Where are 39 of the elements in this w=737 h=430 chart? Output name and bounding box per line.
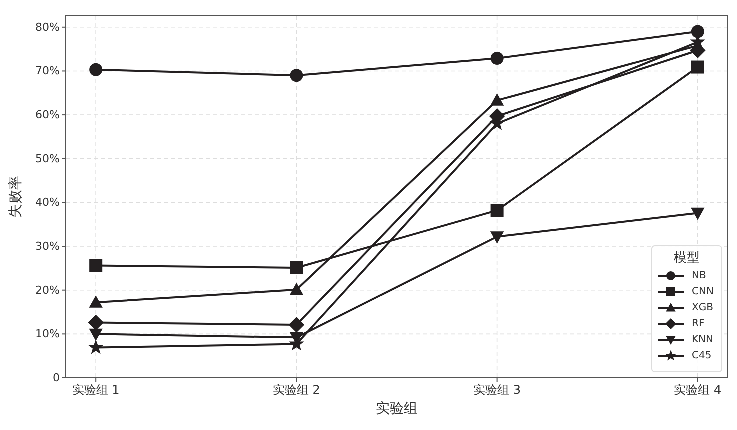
point bbox=[290, 262, 304, 274]
point bbox=[88, 315, 104, 330]
y-tick-label: 80% bbox=[36, 20, 60, 34]
y-tick-label: 30% bbox=[36, 240, 60, 254]
y-tick-label: 20% bbox=[36, 284, 60, 297]
y-tick-label: 70% bbox=[36, 64, 60, 78]
x-tick-label: 实验组 4 bbox=[674, 383, 722, 397]
point bbox=[290, 69, 304, 82]
x-axis-title: 实验组 bbox=[376, 401, 418, 417]
point bbox=[490, 52, 504, 66]
point bbox=[90, 63, 103, 76]
legend-label: NB bbox=[692, 270, 706, 282]
point bbox=[90, 259, 103, 272]
legend-label: C45 bbox=[692, 350, 712, 362]
y-axis-title: 失败率 bbox=[8, 176, 24, 218]
point bbox=[691, 208, 704, 220]
x-tick-label: 实验组 3 bbox=[474, 383, 522, 397]
legend-label: CNN bbox=[692, 286, 714, 298]
point bbox=[490, 232, 504, 244]
x-tick-label: 实验组 2 bbox=[272, 383, 320, 397]
point bbox=[691, 60, 704, 74]
legend-label: KNN bbox=[692, 334, 714, 346]
legend-label: RF bbox=[692, 318, 705, 330]
legend-label: XGB bbox=[692, 302, 714, 314]
y-tick-label: 40% bbox=[36, 196, 60, 210]
point bbox=[89, 340, 103, 354]
point bbox=[90, 296, 103, 308]
point bbox=[290, 283, 304, 296]
x-tick-label: 实验组 1 bbox=[72, 383, 120, 397]
y-tick-label: 10% bbox=[36, 328, 60, 341]
point bbox=[490, 204, 504, 218]
y-tick-label: 50% bbox=[36, 152, 60, 166]
y-tick-label: 60% bbox=[36, 108, 60, 122]
point bbox=[691, 25, 704, 38]
y-tick-label: 0 bbox=[53, 372, 60, 384]
point bbox=[288, 317, 304, 333]
point bbox=[490, 94, 504, 106]
legend-title: 模型 bbox=[674, 251, 700, 266]
point bbox=[90, 328, 103, 341]
